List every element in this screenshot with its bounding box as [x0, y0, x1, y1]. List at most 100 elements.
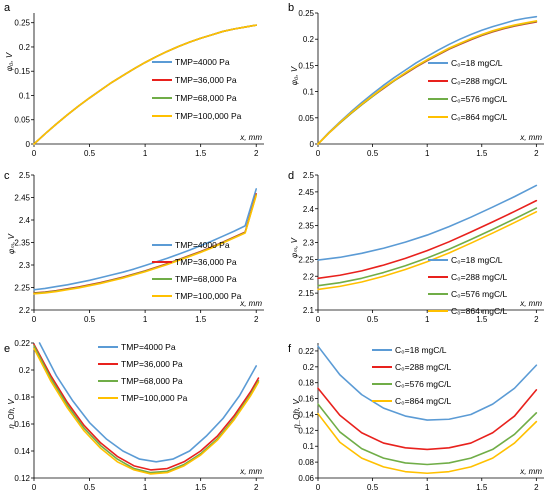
series-line-2: [33, 343, 260, 471]
series-line-3: [317, 207, 538, 287]
y-tick-label: 0.05: [14, 116, 30, 125]
chart-panel-a: a 0 0.05 0.1 0.15 0.2 0.25 0 0.5 1 1.5 2 x, mm φ₀, V T…: [4, 2, 264, 158]
y-tick-label: 0.08: [298, 458, 314, 467]
legend-entry: TMP=68,000 Pa: [121, 376, 183, 386]
panel-letter: b: [288, 2, 294, 14]
x-tick-label: 0.5: [367, 315, 379, 324]
x-axis-label: x, mm: [239, 299, 262, 308]
x-tick-label: 0: [316, 483, 321, 492]
x-tick-label: 1: [425, 315, 430, 324]
y-tick-label: 0.18: [14, 393, 30, 402]
series-line-1: [317, 345, 538, 421]
legend-entry: C₀=288 mgC/L: [395, 362, 451, 372]
y-tick-label: 2.4: [303, 205, 315, 214]
x-tick-label: 1: [425, 149, 430, 158]
x-axis-label: x, mm: [519, 467, 542, 476]
x-tick-label: 0.5: [367, 483, 379, 492]
legend-entry: C₀=576 mgC/L: [451, 289, 507, 299]
y-tick-label: 0.16: [298, 395, 314, 404]
y-tick-label: 2.2: [19, 306, 31, 315]
panel-letter: f: [288, 343, 292, 355]
y-tick-label: 2.1: [303, 306, 315, 315]
x-tick-label: 0: [32, 315, 37, 324]
series-line-2: [317, 387, 538, 451]
series-line-4: [33, 24, 258, 145]
series-line-1: [38, 342, 258, 463]
y-tick-label: 2.15: [298, 289, 314, 298]
y-tick-label: 0.2: [19, 366, 31, 375]
chart-panel-f: f 0.06 0.08 0.1 0.12 0.14 0.16 0.18 0.2 0.22 0 0.5 1…: [288, 343, 544, 492]
x-tick-label: 1.5: [476, 315, 488, 324]
legend-entry: C₀=576 mgC/L: [451, 94, 507, 104]
x-tick-label: 1: [143, 315, 148, 324]
series-line-1: [317, 184, 538, 261]
series-line-3: [317, 403, 538, 466]
x-tick-label: 0.5: [84, 483, 96, 492]
legend-entry: C₀=576 mgC/L: [395, 379, 451, 389]
y-tick-label: 0.05: [298, 114, 314, 123]
x-tick-label: 0.5: [84, 315, 96, 324]
series-line-4: [33, 347, 260, 475]
y-axis-label: φₘ, V: [7, 233, 16, 254]
legend-entry: TMP=100,000 Pa: [175, 291, 242, 301]
y-tick-label: 2.35: [14, 239, 30, 248]
y-tick-label: 0.12: [298, 426, 314, 435]
x-tick-label: 1.5: [195, 149, 207, 158]
x-axis-label: x, mm: [519, 299, 542, 308]
x-tick-label: 1.5: [195, 483, 207, 492]
legend-entry: TMP=4000 Pa: [121, 342, 176, 352]
y-tick-label: 2.35: [298, 222, 314, 231]
y-tick-label: 2.4: [19, 216, 31, 225]
legend-entry: C₀=864 mgC/L: [451, 306, 507, 316]
legend-entry: TMP=4000 Pa: [175, 57, 230, 67]
legend-entry: TMP=4000 Pa: [175, 240, 230, 250]
x-tick-label: 1.5: [476, 149, 488, 158]
x-tick-label: 2: [534, 315, 539, 324]
legend-entry: C₀=18 mgC/L: [451, 58, 503, 68]
series-line-3: [33, 344, 260, 474]
y-tick-label: 0.2: [303, 35, 315, 44]
y-tick-label: 2.45: [14, 194, 30, 203]
legend-entry: C₀=18 mgC/L: [451, 255, 503, 265]
x-tick-label: 2: [254, 315, 259, 324]
panel-letter: a: [4, 2, 11, 14]
series-line-4: [33, 194, 258, 295]
y-tick-label: 2.5: [19, 171, 31, 180]
chart-panel-b: b 0 0.05 0.1 0.15 0.2 0.25 0 0.5 1 1.5 2 x, mm φ₀, V C…: [288, 2, 544, 158]
panel-letter: e: [4, 343, 10, 355]
y-axis-label: η_Oh, V: [7, 399, 16, 429]
legend-entry: TMP=100,000 Pa: [121, 393, 188, 403]
series-line-1: [33, 188, 258, 291]
y-tick-label: 0.14: [298, 410, 314, 419]
y-axis-label: η_Oh, V: [292, 399, 301, 429]
x-tick-label: 0: [32, 483, 37, 492]
legend-entry: C₀=864 mgC/L: [451, 112, 507, 122]
series-line-4: [317, 210, 538, 291]
y-tick-label: 0.1: [19, 91, 31, 100]
x-tick-label: 0.5: [367, 149, 379, 158]
x-tick-label: 2: [254, 149, 259, 158]
legend-entry: C₀=18 mgC/L: [395, 345, 447, 355]
chart-panel-c: c 2.2 2.25 2.3 2.35 2.4 2.45 2.5 0 0.5 1 1.5 2 x, mm φ…: [4, 170, 264, 324]
x-tick-label: 1: [425, 483, 430, 492]
x-axis-label: x, mm: [239, 133, 262, 142]
x-tick-label: 1.5: [195, 315, 207, 324]
y-tick-label: 0.25: [14, 19, 30, 28]
x-tick-label: 0: [316, 149, 321, 158]
chart-panel-d: d 2.1 2.15 2.2 2.25 2.3 2.35 2.4 2.45 2.5 0 0.5 1 1.5…: [288, 170, 544, 324]
panel-letter: d: [288, 170, 294, 182]
y-tick-label: 0.18: [298, 379, 314, 388]
y-tick-label: 0.06: [298, 474, 314, 483]
series-line-4: [317, 412, 538, 475]
y-tick-label: 0.16: [14, 420, 30, 429]
x-axis-label: x, mm: [239, 467, 262, 476]
legend-entry: TMP=36,000 Pa: [175, 75, 237, 85]
legend-entry: TMP=36,000 Pa: [121, 359, 183, 369]
y-tick-label: 0.12: [14, 474, 30, 483]
x-tick-label: 0.5: [84, 149, 96, 158]
y-tick-label: 0.25: [298, 9, 314, 18]
x-tick-label: 2: [534, 483, 539, 492]
y-tick-label: 0.22: [298, 347, 314, 356]
chart-panel-e: e 0.12 0.14 0.16 0.18 0.2 0.22 0 0.5 1 1.5 2 x, mm η_…: [4, 339, 264, 492]
series-line-2: [317, 199, 538, 280]
